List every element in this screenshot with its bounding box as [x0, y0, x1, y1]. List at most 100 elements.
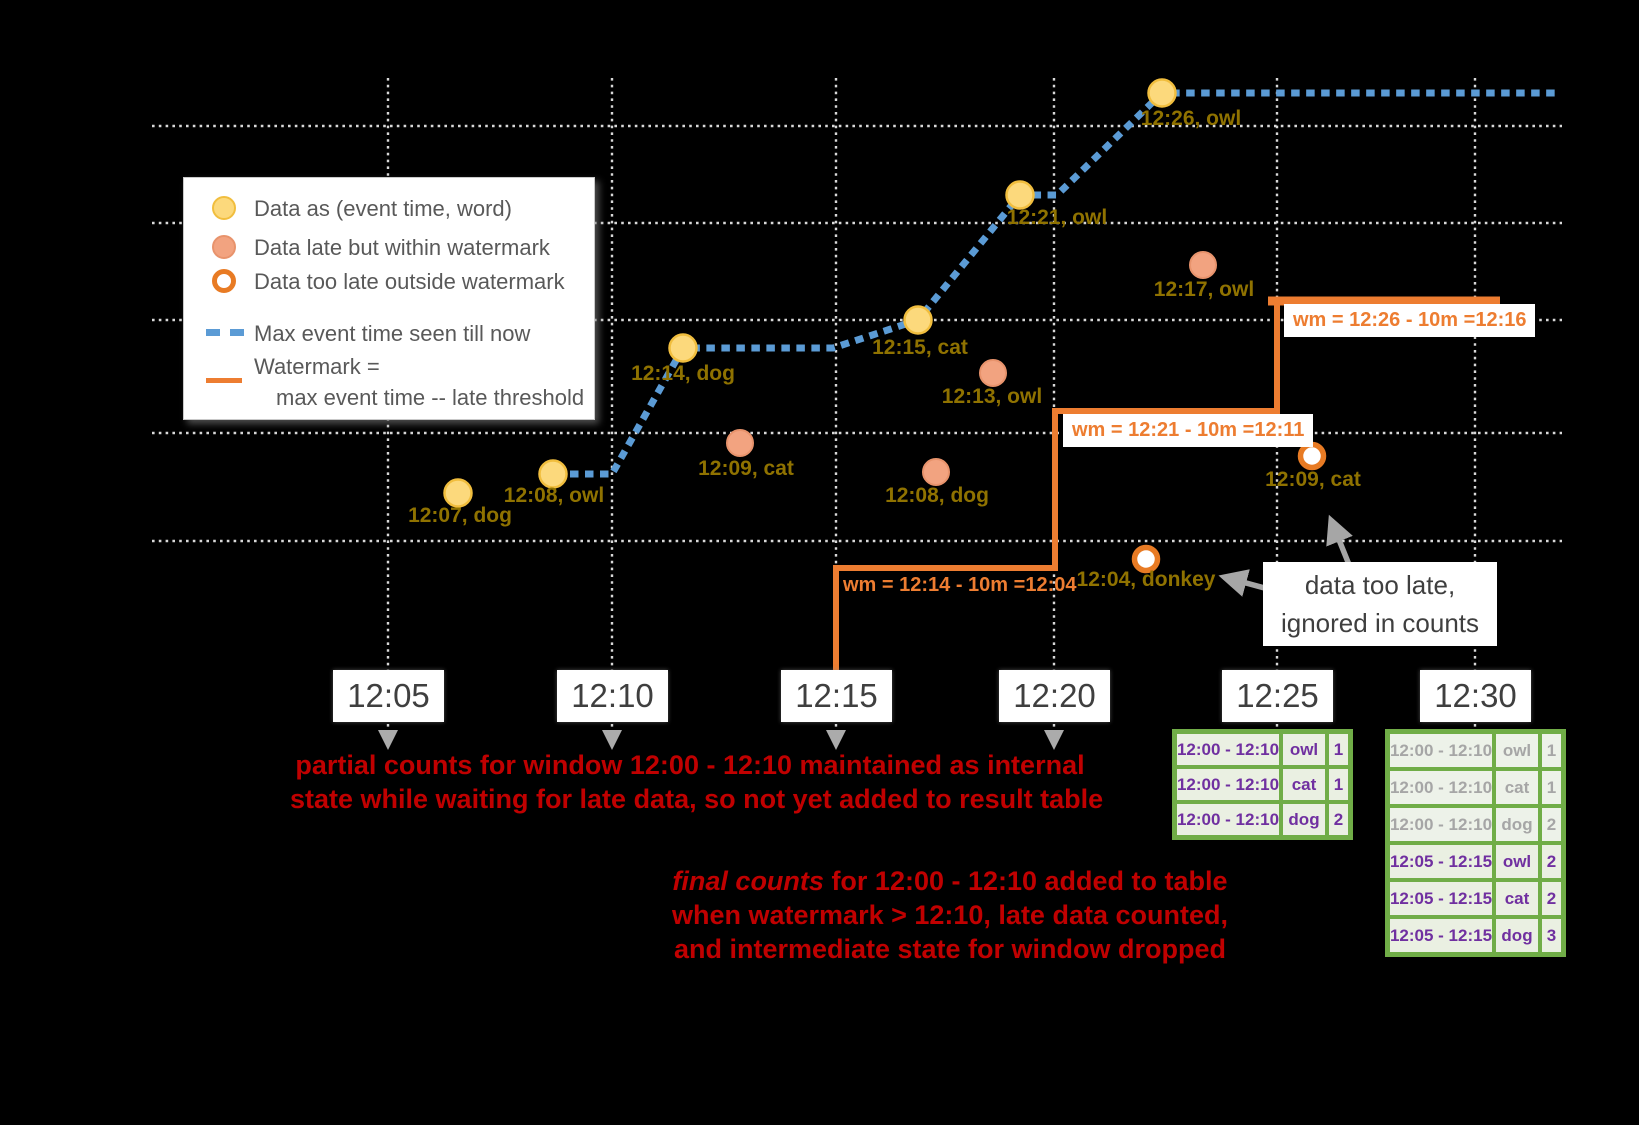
final-counts-line3: and intermediate state for window droppe…: [673, 934, 1227, 964]
point-12-04-donkey-toolate: [1131, 544, 1161, 574]
legend-item-watermark-line2: max event time -- late threshold: [276, 385, 585, 410]
point-12-09-cat-late: [726, 429, 754, 457]
point-label: 12:08, dog: [885, 484, 989, 507]
time-label-12-10: 12:10: [557, 670, 668, 722]
callout-line2: ignored in counts: [1280, 608, 1480, 638]
point-label: 12:09, cat: [1265, 468, 1361, 491]
cell-window: 12:00 - 12:10: [1177, 769, 1279, 800]
cell-count: 2: [1542, 845, 1561, 878]
table-row: 12:00 - 12:10 owl 1: [1177, 734, 1348, 765]
point-label: 12:07, dog: [408, 504, 512, 527]
too-late-callout: data too late, ignored in counts: [1263, 562, 1497, 646]
cell-count: 2: [1542, 808, 1561, 841]
legend-item-late: Data late but within watermark: [254, 235, 550, 260]
final-counts-line1-rest: for 12:00 - 12:10 added to table: [823, 866, 1228, 896]
point-label: 12:17, owl: [1153, 278, 1255, 301]
cell-count: 1: [1329, 769, 1348, 800]
point-label: 12:14, dog: [631, 362, 735, 385]
point-label: 12:26, owl: [1140, 107, 1242, 130]
cell-word: cat: [1496, 882, 1538, 915]
cell-window: 12:00 - 12:10: [1390, 734, 1492, 767]
table-row: 12:05 - 12:15 owl 2: [1390, 845, 1561, 878]
partial-counts-note: partial counts for window 12:00 - 12:10 …: [290, 748, 1104, 816]
legend: Data as (event time, word) Data late but…: [183, 177, 595, 420]
cell-count: 2: [1542, 882, 1561, 915]
callout-line1: data too late,: [1304, 570, 1456, 600]
time-label-12-15: 12:15: [781, 670, 892, 722]
cell-count: 1: [1542, 734, 1561, 767]
cell-window: 12:05 - 12:15: [1390, 919, 1492, 952]
watermark-line-icon: [206, 378, 242, 383]
result-table-12-25: 12:00 - 12:10 owl 1 12:00 - 12:10 cat 1 …: [1172, 729, 1353, 840]
cell-count: 3: [1542, 919, 1561, 952]
down-arrow-icon: [1044, 730, 1064, 750]
cell-word: owl: [1496, 734, 1538, 767]
cell-window: 12:00 - 12:10: [1390, 808, 1492, 841]
legend-item-on-time: Data as (event time, word): [254, 196, 512, 221]
cell-word: dog: [1496, 919, 1538, 952]
point-label: 12:08, owl: [503, 484, 605, 507]
time-label-12-30: 12:30: [1420, 670, 1531, 722]
cell-count: 1: [1542, 771, 1561, 804]
late-dot-icon: [212, 235, 236, 259]
legend-item-too-late: Data too late outside watermark: [254, 269, 565, 294]
max-event-time-line-icon: [206, 329, 244, 336]
legend-item-watermark-line1: Watermark =: [254, 354, 380, 379]
down-arrow-icon: [378, 730, 398, 750]
result-table-12-30: 12:00 - 12:10 owl 1 12:00 - 12:10 cat 1 …: [1385, 729, 1566, 957]
cell-word: owl: [1283, 734, 1325, 765]
legend-item-max-event-time: Max event time seen till now: [254, 321, 531, 346]
final-counts-line2: when watermark > 12:10, late data counte…: [672, 900, 1228, 930]
partial-counts-line1: partial counts for window 12:00 - 12:10 …: [295, 750, 1085, 780]
final-counts-line1: final counts for 12:00 - 12:10 added to …: [550, 864, 1350, 898]
too-late-dot-icon: [212, 269, 236, 293]
table-row: 12:00 - 12:10 cat 1: [1177, 769, 1348, 800]
down-arrow-icon: [826, 730, 846, 750]
on-time-dot-icon: [212, 196, 236, 220]
cell-count: 1: [1329, 734, 1348, 765]
cell-word: dog: [1283, 804, 1325, 835]
partial-counts-line2: state while waiting for late data, so no…: [290, 784, 1104, 814]
cell-word: cat: [1283, 769, 1325, 800]
table-row-faded: 12:00 - 12:10 cat 1: [1390, 771, 1561, 804]
point-12-09-cat-toolate: [1297, 441, 1327, 471]
time-label-12-20: 12:20: [999, 670, 1110, 722]
too-late-points: [1131, 441, 1327, 574]
point-12-13-owl-late: [979, 359, 1007, 387]
cell-count: 2: [1329, 804, 1348, 835]
table-row: 12:05 - 12:15 dog 3: [1390, 919, 1561, 952]
time-label-12-25: 12:25: [1222, 670, 1333, 722]
cell-window: 12:00 - 12:10: [1390, 771, 1492, 804]
point-12-07-dog: [443, 478, 473, 508]
final-counts-note: final counts for 12:00 - 12:10 added to …: [550, 864, 1350, 966]
point-label: 12:09, cat: [698, 457, 794, 480]
point-12-15-cat: [903, 305, 933, 335]
cell-word: owl: [1496, 845, 1538, 878]
down-arrow-icon: [602, 730, 622, 750]
watermark-label-2: wm = 12:21 - 10m =12:11: [1063, 414, 1314, 447]
table-row: 12:05 - 12:15 cat 2: [1390, 882, 1561, 915]
table-row-faded: 12:00 - 12:10 dog 2: [1390, 808, 1561, 841]
point-label: 12:15, cat: [872, 336, 968, 359]
time-label-12-05: 12:05: [333, 670, 444, 722]
cell-window: 12:05 - 12:15: [1390, 845, 1492, 878]
on-time-points: [443, 78, 1177, 508]
point-12-17-owl-late: [1189, 251, 1217, 279]
watermark-label-1: wm = 12:14 - 10m =12:04: [843, 574, 1077, 596]
table-row: 12:00 - 12:10 dog 2: [1177, 804, 1348, 835]
point-label: 12:04, donkey: [1076, 568, 1216, 591]
cell-window: 12:00 - 12:10: [1177, 804, 1279, 835]
table-row-faded: 12:00 - 12:10 owl 1: [1390, 734, 1561, 767]
point-12-21-owl: [1005, 180, 1035, 210]
watermark-label-3: wm = 12:26 - 10m =12:16: [1284, 304, 1536, 337]
cell-word: cat: [1496, 771, 1538, 804]
cell-window: 12:00 - 12:10: [1177, 734, 1279, 765]
point-12-08-dog-late: [922, 458, 950, 486]
late-points: [726, 251, 1217, 486]
cell-word: dog: [1496, 808, 1538, 841]
cell-window: 12:05 - 12:15: [1390, 882, 1492, 915]
final-counts-emphasis: final counts: [672, 866, 824, 896]
point-12-26-owl: [1147, 78, 1177, 108]
